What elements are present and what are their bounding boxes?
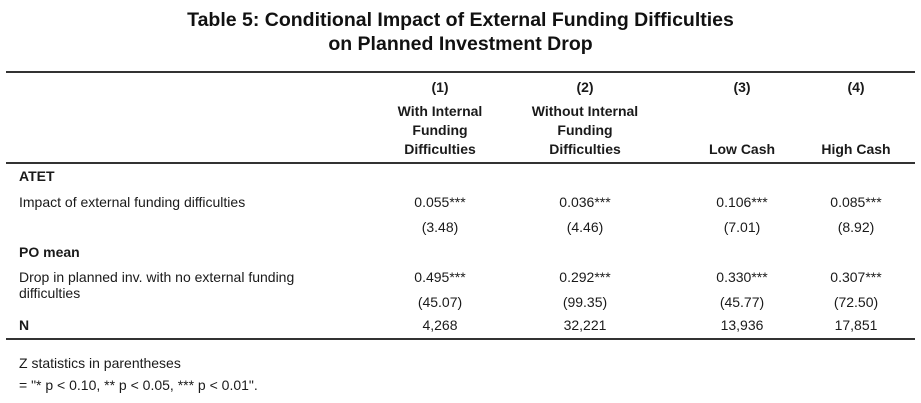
atet-coef-col2: 0.036*** [559, 194, 611, 210]
column-2-label-line: Difficulties [549, 141, 621, 157]
po-coef-col1: 0.495*** [414, 269, 466, 285]
column-4-label: High Cash [800, 102, 912, 159]
column-1-label: With Internal Funding Difficulties [370, 102, 510, 159]
po-z-col2: (99.35) [562, 294, 608, 310]
column-1-label-line: Funding [412, 122, 468, 138]
footnote-significance: = "* p < 0.10, ** p < 0.05, *** p < 0.01… [19, 377, 258, 393]
title-text: Table 5: Conditional Impact of External … [0, 8, 921, 56]
po-z-col3: (45.77) [719, 294, 765, 310]
column-2-number: (2) [576, 79, 594, 95]
section-heading-po-mean: PO mean [19, 244, 80, 260]
column-3-label: Low Cash [680, 102, 804, 159]
po-coef-col2: 0.292*** [559, 269, 611, 285]
column-4-label-line [800, 121, 912, 140]
atet-coef-col3: 0.106*** [716, 194, 768, 210]
column-1-label-line: With Internal [397, 103, 483, 119]
header-rule [6, 162, 915, 164]
atet-coef-col1: 0.055*** [414, 194, 466, 210]
atet-z-col2: (4.46) [566, 219, 604, 235]
row-label-n: N [19, 317, 30, 333]
title-line-2: on Planned Investment Drop [328, 33, 593, 55]
column-1-label-line: Difficulties [404, 141, 476, 157]
n-col3: 13,936 [720, 317, 764, 333]
atet-coef-col4: 0.085*** [830, 194, 882, 210]
n-col1: 4,268 [422, 317, 458, 333]
footnote-z-stats: Z statistics in parentheses [19, 355, 181, 371]
atet-z-col3: (7.01) [723, 219, 761, 235]
column-2-label: Without Internal Funding Difficulties [515, 102, 655, 159]
row-label-drop-line-1: Drop in planned inv. with no external fu… [19, 269, 295, 285]
row-label-impact: Impact of external funding difficulties [19, 194, 246, 210]
column-3-label-line [680, 121, 804, 140]
n-col2: 32,221 [563, 317, 607, 333]
column-4-number: (4) [847, 79, 865, 95]
po-coef-col3: 0.330*** [716, 269, 768, 285]
column-3-label-line: Low Cash [708, 141, 776, 157]
title-line-1: Table 5: Conditional Impact of External … [187, 9, 734, 31]
column-1-number: (1) [431, 79, 449, 95]
top-rule [6, 71, 915, 73]
n-col4: 17,851 [834, 317, 878, 333]
column-2-label-line: Funding [557, 122, 613, 138]
atet-z-col1: (3.48) [421, 219, 459, 235]
section-heading-atet: ATET [19, 168, 55, 184]
po-z-col1: (45.07) [417, 294, 463, 310]
po-z-col4: (72.50) [833, 294, 879, 310]
column-3-label-line [680, 102, 804, 121]
row-label-drop-line-2: difficulties [19, 285, 81, 301]
column-4-label-line [800, 102, 912, 121]
po-coef-col4: 0.307*** [830, 269, 882, 285]
column-4-label-line: High Cash [821, 141, 891, 157]
column-3-number: (3) [733, 79, 751, 95]
row-label-drop: Drop in planned inv. with no external fu… [19, 269, 294, 301]
atet-z-col4: (8.92) [837, 219, 875, 235]
column-2-label-line: Without Internal [531, 103, 639, 119]
bottom-rule [6, 338, 915, 340]
